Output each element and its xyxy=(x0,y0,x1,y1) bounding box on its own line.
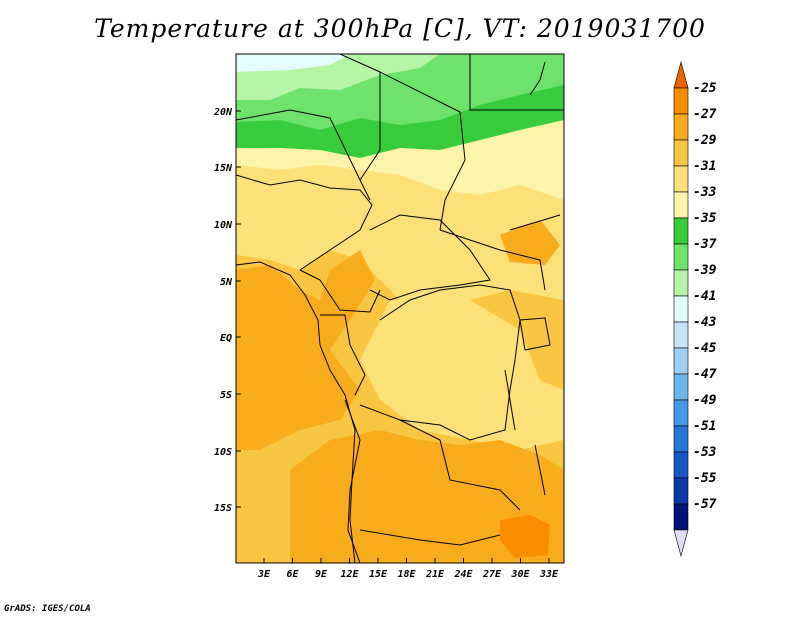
border-namibia xyxy=(359,529,501,546)
lon-tick-label: 6E xyxy=(286,569,299,580)
longitude-axis: 3E 6E 9E 12E 15E 18E 21E 24E 27E 30E 33E xyxy=(257,558,559,580)
colorbar-label: -35 xyxy=(693,211,717,226)
colorbar-label: -45 xyxy=(693,341,717,356)
lon-tick-label: 33E xyxy=(539,569,559,580)
colorbar-label: -57 xyxy=(693,497,717,512)
colorbar-label: -53 xyxy=(693,445,717,460)
latitude-axis: 20N 15N 10N 5N EQ 5S 10S 15S xyxy=(213,107,241,514)
map-title: Temperature at 300hPa [C], VT: 201903170… xyxy=(94,14,706,43)
colorbar-swatch xyxy=(673,113,689,141)
border-zambia xyxy=(399,419,521,511)
temperature-field xyxy=(236,54,564,563)
colorbar-swatch xyxy=(673,295,689,323)
lake-malawi xyxy=(534,444,546,496)
colorbar-label: -43 xyxy=(693,315,717,330)
field-band-33-south xyxy=(360,300,564,450)
lat-tick-label: 5N xyxy=(220,277,233,288)
lat-tick-label: 15S xyxy=(214,503,232,514)
colorbar-swatch xyxy=(673,191,689,219)
colorbar-label: -41 xyxy=(693,289,716,304)
lake-victoria xyxy=(519,317,551,351)
lon-tick-label: 18E xyxy=(397,569,416,580)
lat-tick-label: EQ xyxy=(220,333,232,344)
colorbar-label: -25 xyxy=(693,81,717,96)
colorbar-swatch xyxy=(673,269,689,297)
border-ethiopia xyxy=(509,214,561,231)
colorbar-swatch xyxy=(673,139,689,167)
border-south-sudan xyxy=(439,229,546,291)
colorbar-swatch xyxy=(673,165,689,193)
colorbar-swatch xyxy=(673,217,689,245)
border-congo xyxy=(320,314,366,396)
lat-tick-label: 10S xyxy=(214,447,232,458)
colorbar-swatch xyxy=(673,321,689,349)
lake-tanganyika xyxy=(504,369,516,431)
lon-tick-label: 12E xyxy=(340,569,359,580)
map-frame xyxy=(235,53,565,564)
lon-tick-label: 15E xyxy=(369,569,388,580)
border-egypt-sudan xyxy=(469,54,564,111)
colorbar-label: -29 xyxy=(693,133,717,148)
border-niger-chad xyxy=(236,109,371,201)
lat-tick-label: 10N xyxy=(214,220,233,231)
colorbar-swatch xyxy=(673,243,689,271)
country-borders xyxy=(236,54,564,563)
border-drc xyxy=(359,284,521,441)
colorbar: -25 -27 -29 -31 -33 -35 -37 -39 -41 -43 -45 -47 -49 -… xyxy=(673,60,717,558)
lon-tick-label: 3E xyxy=(257,569,271,580)
lat-tick-label: 15N xyxy=(214,163,233,174)
colorbar-swatch xyxy=(673,373,689,401)
colorbar-label: -47 xyxy=(693,367,717,382)
colorbar-top-arrow xyxy=(673,60,689,89)
colorbar-swatch xyxy=(673,87,689,115)
lon-tick-label: 9E xyxy=(315,569,328,580)
lon-tick-label: 24E xyxy=(453,569,473,580)
field-band-27 xyxy=(500,515,550,558)
border-cameroon xyxy=(299,269,381,313)
lat-tick-label: 5S xyxy=(220,390,232,401)
lon-tick-label: 27E xyxy=(482,569,502,580)
grads-credit: GrADS: IGES/COLA xyxy=(4,604,91,614)
colorbar-label: -39 xyxy=(693,263,717,278)
colorbar-label: -51 xyxy=(693,419,716,434)
colorbar-swatch xyxy=(673,451,689,479)
field-band-29-south xyxy=(290,430,564,563)
colorbar-swatch xyxy=(673,347,689,375)
colorbar-swatch xyxy=(673,399,689,427)
border-car xyxy=(369,214,491,301)
border-chad-sudan xyxy=(379,71,466,231)
colorbar-swatch xyxy=(673,503,689,531)
lon-tick-label: 21E xyxy=(425,569,445,580)
colorbar-label: -55 xyxy=(693,471,717,486)
colorbar-label: -33 xyxy=(693,185,717,200)
border-nigeria xyxy=(236,174,373,271)
lon-tick-label: 30E xyxy=(510,569,530,580)
colorbar-label: -37 xyxy=(693,237,717,252)
field-band-43 xyxy=(236,54,350,72)
field-band-29-west xyxy=(236,250,375,450)
colorbar-swatch xyxy=(673,425,689,453)
colorbar-label: -31 xyxy=(693,159,716,174)
lat-tick-label: 20N xyxy=(213,107,233,118)
colorbar-label: -27 xyxy=(693,107,717,122)
colorbar-bottom-arrow xyxy=(673,529,689,558)
colorbar-label: -49 xyxy=(693,393,717,408)
coastline-west xyxy=(236,261,356,563)
border-libya-chad xyxy=(339,54,381,181)
coastline-nile xyxy=(529,61,546,96)
colorbar-swatch xyxy=(673,477,689,505)
